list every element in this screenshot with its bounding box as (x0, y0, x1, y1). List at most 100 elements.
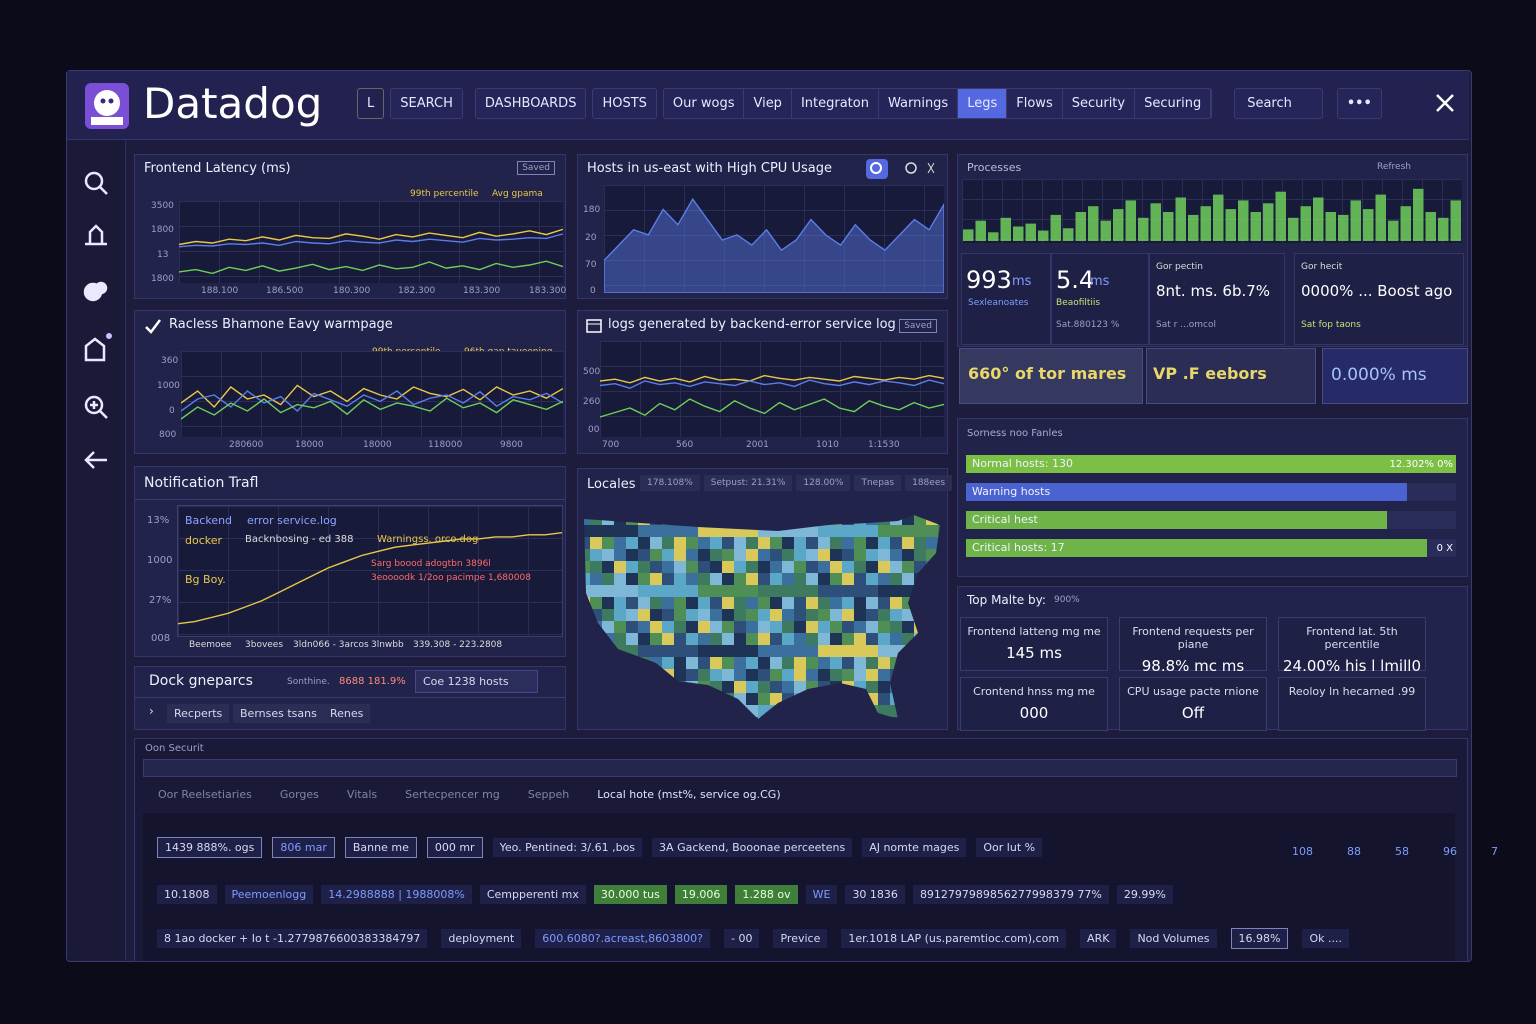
nav-item[interactable]: Securing (1135, 88, 1212, 118)
map-tile (698, 597, 710, 609)
map-tile (734, 525, 746, 537)
close-button[interactable] (1434, 92, 1456, 114)
log-cell: 8 1ao docker + Io t -1.27798766003833847… (157, 929, 428, 948)
map-tile (674, 705, 686, 717)
map-tile (662, 693, 674, 705)
log-cell: Nod Volumes (1130, 929, 1217, 948)
locale-tab[interactable]: Setpust: 21.31% (703, 475, 793, 491)
locale-tabs: 178.108% Setpust: 21.31% 128.00% Tnepas … (640, 475, 953, 491)
map-tile (926, 681, 938, 693)
panel-title: Notification Trafl (144, 475, 259, 491)
map-tile (650, 585, 662, 597)
map-tile (830, 585, 842, 597)
map-tile (818, 537, 830, 549)
bar (1438, 217, 1449, 241)
dock-tab[interactable]: Bernses tsans (233, 704, 324, 723)
map-tile (794, 645, 806, 657)
map-tile (854, 525, 866, 537)
bar (1000, 217, 1011, 241)
map-tile (842, 515, 854, 525)
nav-item[interactable]: Legs (958, 88, 1008, 118)
panel-action[interactable]: Saved (517, 161, 555, 175)
log-row: 10.1808 Peemoenlogg 14.2988888 | 1988008% C… (157, 885, 1173, 904)
nav-item[interactable]: Flows (1007, 88, 1063, 118)
nav-item[interactable]: DASHBOARDS (474, 87, 587, 119)
more-button[interactable]: ••• (1336, 87, 1382, 119)
y-label: 500 (583, 367, 601, 377)
panel-action[interactable]: Saved (899, 319, 937, 333)
map-tile (722, 645, 734, 657)
nav-item[interactable]: Security (1063, 88, 1136, 118)
map-tile (902, 609, 914, 621)
nav-item[interactable]: Warnings (879, 88, 959, 118)
map-tile (890, 573, 902, 585)
locale-tab[interactable]: 178.108% (640, 475, 700, 491)
plot (599, 341, 945, 437)
panel-icons[interactable] (866, 159, 936, 179)
expander[interactable]: › (149, 704, 154, 718)
map-tile (782, 669, 794, 681)
bar: Critical hosts: 17 (966, 539, 1427, 557)
y-label: 0 (169, 406, 175, 416)
nav-item[interactable]: Our wogs (664, 88, 745, 118)
map-tile (710, 621, 722, 633)
chart (178, 228, 564, 275)
dock-tab[interactable]: Renes (323, 704, 371, 723)
map-tile (842, 561, 854, 573)
search-button[interactable]: Search (1234, 87, 1323, 119)
map-tile (830, 561, 842, 573)
map-tile (614, 657, 626, 669)
map-tile (878, 549, 890, 561)
metric-card: Crontend hnss mg me 000 (960, 677, 1108, 731)
logs-panel: logs generated by backend-error service … (577, 310, 948, 454)
dock-select[interactable]: Coe 1238 hosts (415, 670, 538, 693)
summary-card[interactable]: VP .F eebors (1146, 348, 1316, 404)
search-field[interactable] (143, 759, 1457, 777)
bar (1100, 220, 1111, 241)
summary-card[interactable]: 660° of tor mares (959, 348, 1143, 404)
map-tile (938, 609, 940, 621)
map-tile (914, 633, 926, 645)
map-tile (902, 705, 914, 717)
log-cell: Ok .... (1302, 929, 1349, 948)
map-tile (770, 525, 782, 537)
y-label: 00 (588, 425, 600, 435)
map-tile (650, 633, 662, 645)
map-tile (866, 645, 878, 657)
panel-action[interactable]: Refresh (1377, 162, 1411, 172)
bar (1050, 214, 1061, 241)
nav-item[interactable]: SEARCH (390, 87, 463, 119)
map-tile (926, 525, 938, 537)
map-tile (626, 525, 638, 537)
map-tile (842, 525, 854, 537)
nav-item[interactable]: HOSTS (592, 87, 657, 119)
map-tile (674, 657, 686, 669)
map-tile (584, 573, 590, 585)
map-tile (938, 585, 940, 597)
locale-tab[interactable]: Tnepas (854, 475, 902, 491)
map-tile (938, 717, 940, 719)
nav-item[interactable]: Integraton (792, 88, 879, 118)
map-tile (902, 537, 914, 549)
map-tile (914, 609, 926, 621)
y-label: 1000 (157, 381, 180, 391)
log-text: docker (185, 534, 223, 547)
line (599, 374, 945, 384)
map-tile (926, 515, 938, 525)
notification-panel: Notification Trafl 13% 1000 27% 008 Back… (134, 466, 566, 657)
locale-tab[interactable]: 128.00% (796, 475, 851, 491)
map-tile (758, 717, 770, 719)
map-tile (602, 621, 614, 633)
map-tile (938, 645, 940, 657)
summary-card[interactable]: 0.000% ms (1322, 348, 1468, 404)
dock-tab[interactable]: Recperts (167, 704, 230, 723)
map-tile (890, 633, 902, 645)
nav-item[interactable]: Viep (744, 88, 792, 118)
map-tile (770, 633, 782, 645)
bar (1350, 200, 1361, 241)
map-tile (722, 549, 734, 561)
nav-item[interactable]: L (357, 87, 385, 119)
line (177, 532, 563, 625)
locale-tab[interactable]: 188ees (905, 475, 953, 491)
map-tile (770, 573, 782, 585)
